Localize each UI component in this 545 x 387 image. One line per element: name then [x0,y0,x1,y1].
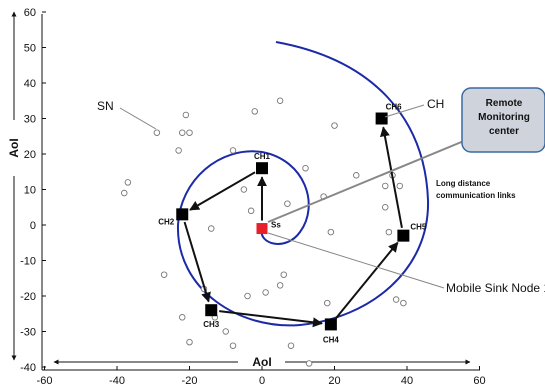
sensor-node [186,338,193,346]
sensor-node [160,271,168,278]
sink-node [256,223,268,235]
long-distance-label-line2: communication links [436,191,516,200]
x-tick-label: 40 [401,375,413,387]
sensor-node [302,164,309,172]
sensor-node [124,179,132,186]
cluster-heads: CH1 CH2 CH3 CH4 CH5 CH6 [158,103,427,345]
sensor-node [382,203,389,211]
mobile-sink-label: Mobile Sink Node 1 [446,281,545,295]
y-tick-label: 0 [30,220,36,232]
x-tick-label: -60 [37,375,53,387]
sensor-node [182,111,190,119]
sn-pointer-line [119,107,157,130]
sensor-node [305,360,313,367]
x-tick-label: -20 [182,375,198,387]
sensor-node [247,207,255,215]
cluster-head-label: CH5 [410,223,427,232]
route-arrow [335,241,399,319]
cluster-head-node [375,112,388,125]
y-axis-title: AoI [7,138,21,157]
sensor-node [244,292,251,300]
cluster-head-label: CH2 [158,217,175,226]
remote-line2: Monitoring [478,112,530,123]
y-tick-label: 50 [24,43,36,55]
sensor-node [251,108,258,115]
sink-label: Ss [271,221,281,230]
sensor-node [229,342,237,349]
remote-line1: Remote [486,98,523,109]
mobile-sink-pointer-line [267,232,445,289]
x-tick-label: -40 [109,375,125,387]
sensor-node [396,182,404,190]
sensor-node [324,299,331,307]
route-arrows [183,126,403,328]
sensor-node [400,299,407,307]
sensor-node [287,342,295,349]
route-arrow [189,171,256,211]
sensor-node [385,228,393,236]
sensor-node [353,172,360,179]
y-tick-label: 60 [24,7,36,19]
sensor-node [178,129,186,136]
sensor-node [276,282,284,289]
cluster-head-node [176,208,189,221]
long-distance-link-line [267,129,489,223]
sensor-node [262,289,269,296]
sensor-node [207,225,215,232]
sensor-node [284,200,291,207]
cluster-head-label: CH4 [323,335,340,344]
y-tick-label: 40 [24,78,36,90]
route-arrow [219,310,323,328]
y-tick-label: -10 [20,256,36,268]
sensor-node [153,129,161,136]
cluster-head-node [324,318,337,331]
sensor-node [382,182,389,190]
mobile-sink-spiral-path [176,41,430,327]
cluster-head-node [397,229,410,242]
sensor-node [186,129,193,136]
remote-monitoring-center-box [461,87,545,153]
sensor-node [331,122,338,129]
y-tick-label: 20 [24,149,36,161]
cluster-head-label: CH1 [254,152,271,161]
sensor-node [327,228,335,236]
sensor-node [222,328,229,335]
sensor-node [392,296,400,303]
long-distance-label-line1: Long distance [436,179,491,188]
ch-pointer-line [384,104,425,118]
y-tick-label: 10 [24,185,36,197]
ch-label: CH [427,97,444,111]
sensor-node [229,147,237,154]
y-tick-label: 30 [24,114,36,126]
route-arrow [379,126,403,228]
y-tick-label: -20 [20,291,36,303]
x-tick-label: 20 [328,375,340,387]
x-tick-label: 60 [473,375,485,387]
remote-line3: center [489,126,519,137]
sensor-node [276,97,284,104]
sensor-node [175,147,182,154]
route-arrow [183,221,211,303]
y-tick-label: -30 [20,327,36,339]
cluster-head-node [256,162,268,175]
y-tick-label: -40 [20,362,36,374]
sensor-node [240,186,248,193]
x-axis-title: AoI [252,355,271,369]
x-tick-label: 0 [259,375,265,387]
sensor-node [178,314,186,321]
cluster-head-label: CH6 [386,103,403,112]
cluster-head-node [205,304,218,317]
cluster-head-label: CH3 [203,320,220,329]
sensor-node [280,271,288,278]
sensor-node [120,189,128,197]
sn-label: SN [97,99,114,113]
